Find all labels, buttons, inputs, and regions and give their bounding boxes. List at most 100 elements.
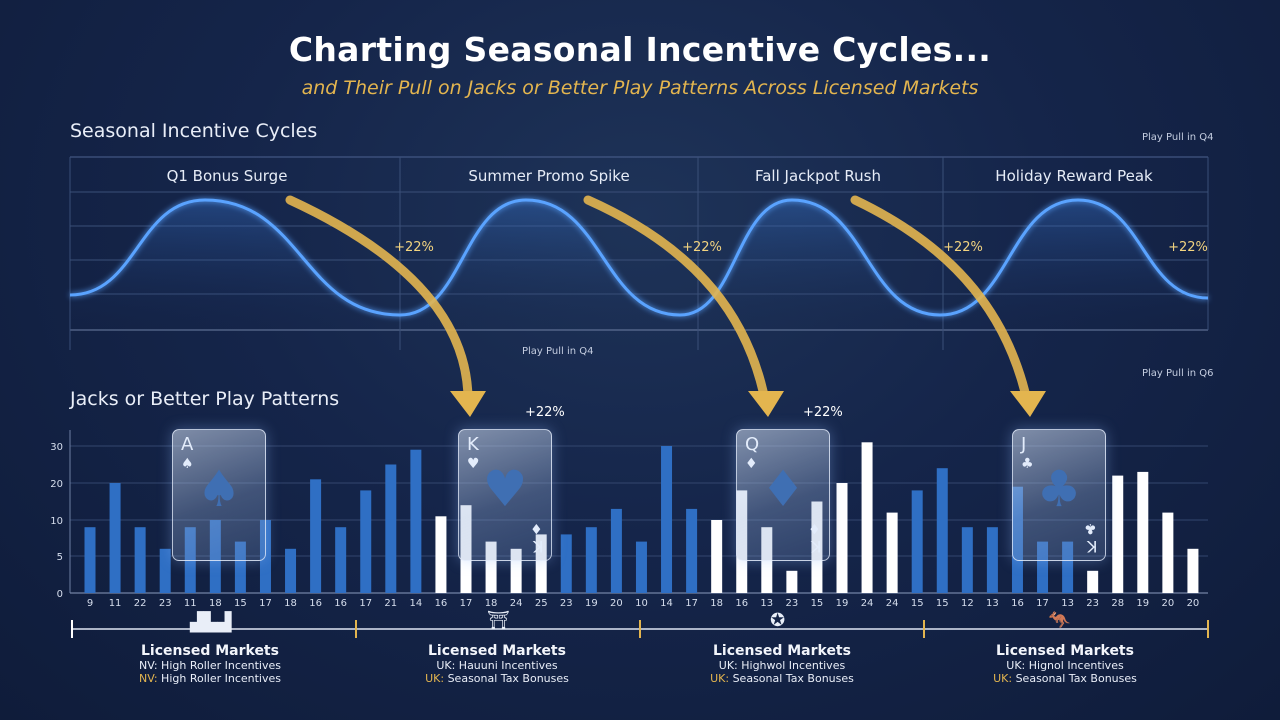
curved-arrow bbox=[850, 195, 1033, 410]
market-line-2: NV: High Roller Incentives bbox=[90, 672, 330, 685]
market-line-2-text: High Roller Incentives bbox=[157, 672, 281, 685]
bar bbox=[134, 527, 146, 593]
market-line-1: NV: High Roller Incentives bbox=[139, 659, 281, 672]
bar bbox=[635, 541, 647, 593]
bar bbox=[159, 548, 171, 593]
x-tick-label: 16 bbox=[435, 598, 448, 609]
wave-line bbox=[69, 198, 1209, 317]
bar bbox=[1062, 541, 1074, 593]
bar bbox=[285, 548, 297, 593]
x-tick-label: 18 bbox=[485, 598, 498, 609]
card-rank: Q bbox=[745, 434, 760, 455]
bar bbox=[1087, 570, 1099, 593]
market-line-1: UK: Hignol Incentives bbox=[1006, 659, 1124, 672]
x-tick-label: 18 bbox=[209, 598, 222, 609]
cycle-label: Fall Jackpot Rush bbox=[755, 167, 881, 185]
bar bbox=[310, 479, 322, 593]
cycle-label: Holiday Reward Peak bbox=[995, 167, 1153, 185]
x-tick-label: 14 bbox=[660, 598, 673, 609]
x-tick-label: 17 bbox=[259, 598, 272, 609]
bar bbox=[485, 541, 497, 593]
x-tick-label: 18 bbox=[710, 598, 723, 609]
market-title: Licensed Markets bbox=[996, 643, 1134, 659]
x-tick-label: 24 bbox=[886, 598, 899, 609]
diamond-icon: ♦ bbox=[530, 520, 543, 536]
cycle-label: Summer Promo Spike bbox=[468, 167, 629, 185]
cycle-pull-label: +22% bbox=[682, 240, 722, 255]
x-tick-label: 14 bbox=[409, 598, 422, 609]
cycle-pull-label: +22% bbox=[394, 240, 434, 255]
bar bbox=[936, 468, 948, 593]
x-tick-label: 9 bbox=[87, 598, 93, 609]
x-tick-label: 28 bbox=[1111, 598, 1124, 609]
diamond-icon: ♦ bbox=[745, 456, 758, 472]
y-tick-label: 20 bbox=[50, 479, 63, 490]
market-prefix: NV: bbox=[139, 672, 158, 685]
x-tick-label: 25 bbox=[535, 598, 548, 609]
card-rank: A bbox=[181, 434, 194, 455]
bar bbox=[1037, 541, 1049, 593]
note-play-pull-q6: Play Pull in Q6 bbox=[1142, 368, 1214, 379]
bar bbox=[610, 508, 622, 593]
diamond-icon: ♦ bbox=[760, 460, 806, 518]
y-tick-label: 30 bbox=[50, 442, 63, 453]
cycle-pull-label: +22% bbox=[943, 240, 983, 255]
bar bbox=[661, 446, 673, 593]
crest-icon: ✪ bbox=[770, 610, 786, 631]
market-line-2-text: Seasonal Tax Bonuses bbox=[444, 672, 569, 685]
x-tick-label: 23 bbox=[1086, 598, 1099, 609]
x-tick-label: 13 bbox=[986, 598, 999, 609]
seasonal-cycle-chart: Q1 Bonus Surge +22% Summer Promo Spike +22%… bbox=[69, 132, 1214, 379]
bar bbox=[435, 516, 447, 593]
x-tick-label: 16 bbox=[309, 598, 322, 609]
market-uk-2: Licensed Markets UK: Highwol Incentives … bbox=[662, 643, 902, 685]
arrow-head-icon bbox=[1010, 391, 1046, 417]
x-tick-label: 11 bbox=[184, 598, 197, 609]
x-tick-label: 20 bbox=[610, 598, 623, 609]
heart-icon: ♥ bbox=[482, 460, 528, 518]
arrows bbox=[285, 195, 1046, 417]
bar bbox=[535, 534, 547, 593]
card-jack-clubs: J ♣ ♣ ♣ K bbox=[1012, 429, 1106, 561]
x-tick-label: 16 bbox=[1011, 598, 1024, 609]
x-tick-label: 17 bbox=[1036, 598, 1049, 609]
card-queen-diamonds: Q ♦ ♦ ♦ K bbox=[736, 429, 830, 561]
page-subtitle: and Their Pull on Jacks or Better Play P… bbox=[301, 77, 979, 99]
market-prefix: UK: bbox=[993, 672, 1013, 685]
market-line-1: UK: Hauuni Incentives bbox=[436, 659, 558, 672]
city-skyline-icon: ▟▙▟ bbox=[190, 612, 232, 633]
bar bbox=[360, 490, 372, 593]
x-ticks: 9 11 22 23 11 18 15 17 18 16 16 17 21 14 16 17 18 24 25 23 1… bbox=[87, 598, 1199, 609]
bar-pull-1: +22% bbox=[525, 405, 565, 420]
bar bbox=[1137, 471, 1149, 593]
note-play-pull-q4-right: Play Pull in Q4 bbox=[1142, 132, 1214, 143]
card-rank-bottom: K bbox=[532, 537, 544, 556]
x-tick-label: 18 bbox=[284, 598, 297, 609]
y-tick-label: 5 bbox=[57, 552, 63, 563]
bar bbox=[385, 464, 397, 593]
heart-icon: ♥ bbox=[467, 456, 480, 472]
y-tick-label: 10 bbox=[50, 516, 63, 527]
bar bbox=[234, 541, 246, 593]
x-tick-label: 24 bbox=[510, 598, 523, 609]
bar bbox=[911, 490, 923, 593]
bar bbox=[986, 527, 998, 593]
curved-arrow bbox=[285, 195, 473, 410]
y-ticks: 0 5 10 20 30 bbox=[50, 442, 63, 600]
market-uk-3: Licensed Markets UK: Hignol Incentives U… bbox=[945, 643, 1185, 685]
cycle-pull-label: +22% bbox=[1168, 240, 1208, 255]
x-tick-label: 10 bbox=[635, 598, 648, 609]
x-tick-label: 15 bbox=[911, 598, 924, 609]
kangaroo-icon: 🦘 bbox=[1048, 610, 1071, 631]
market-uk-1: Licensed Markets UK: Hauuni Incentives U… bbox=[377, 643, 617, 685]
x-tick-label: 13 bbox=[760, 598, 773, 609]
card-rank-bottom: K bbox=[810, 537, 822, 556]
bar bbox=[560, 534, 572, 593]
x-tick-label: 11 bbox=[109, 598, 122, 609]
market-timeline bbox=[71, 620, 1209, 638]
bar bbox=[961, 527, 973, 593]
spade-icon: ♠ bbox=[181, 456, 194, 472]
curved-arrow bbox=[583, 195, 771, 410]
market-line-2: UK: Seasonal Tax Bonuses bbox=[377, 672, 617, 685]
bar bbox=[1187, 548, 1199, 593]
